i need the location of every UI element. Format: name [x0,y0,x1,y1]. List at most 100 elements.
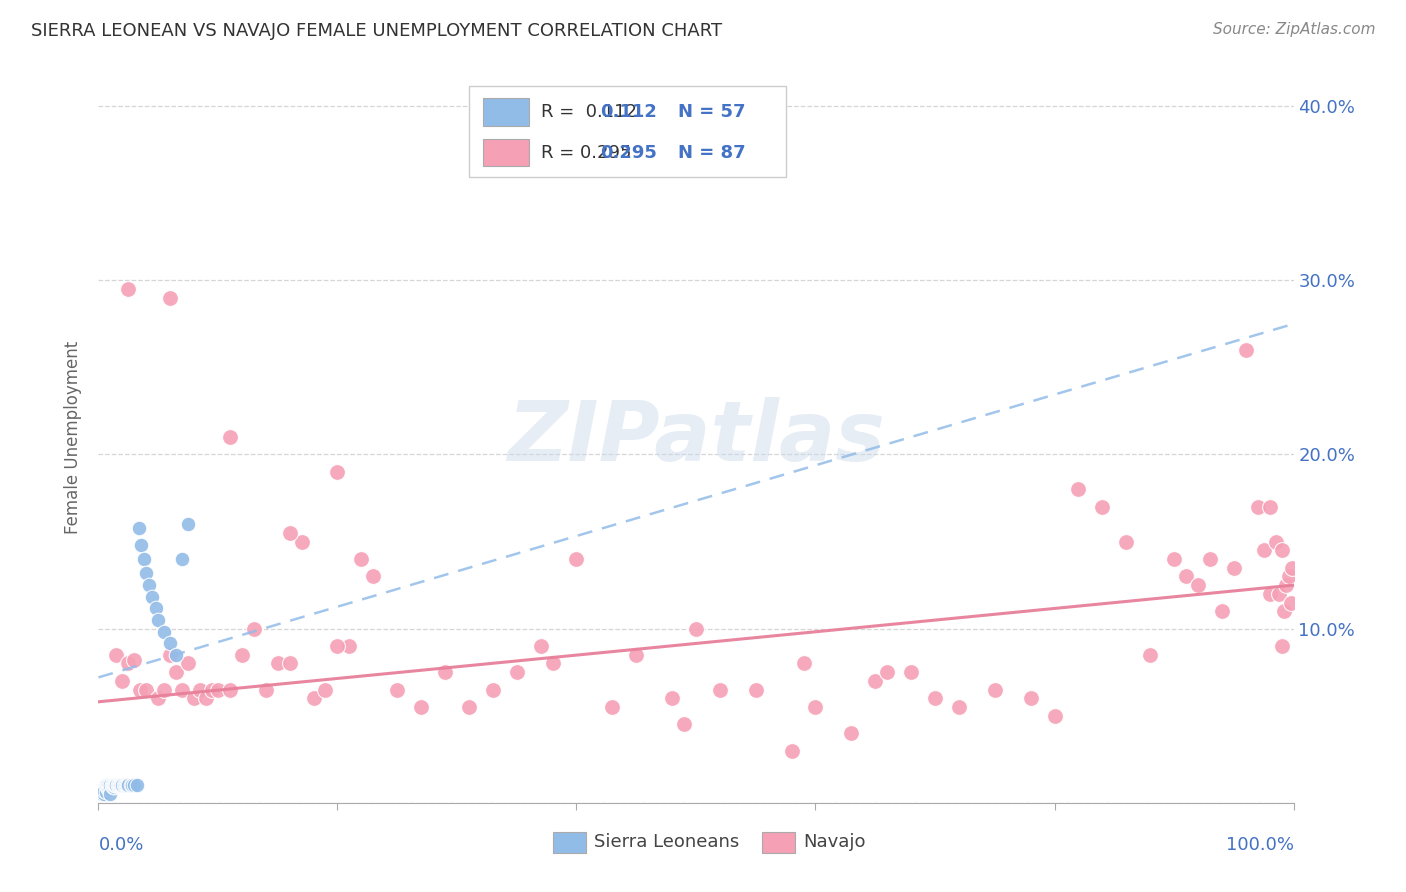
Point [1271,639,1294,653]
Point [278,657,301,671]
Point [876,665,898,680]
Point [685,622,707,636]
Point [117,282,139,296]
Point [1091,500,1114,514]
Point [177,657,200,671]
Point [661,691,683,706]
Point [145,600,167,615]
Point [98,781,121,796]
Point [602,700,624,714]
Text: N = 57: N = 57 [678,103,745,121]
Point [231,648,253,662]
Point [153,625,176,640]
Text: 0.112: 0.112 [600,103,657,121]
Point [1279,595,1302,609]
Point [278,525,301,540]
Y-axis label: Female Unemployment: Female Unemployment [65,341,83,533]
Point [172,682,194,697]
Point [94,778,117,792]
Text: 0.295: 0.295 [600,144,657,161]
Text: R = 0.295: R = 0.295 [541,144,631,161]
Point [434,665,457,680]
Point [350,552,373,566]
Point [188,682,211,697]
Point [111,778,134,792]
Point [506,665,529,680]
Point [98,781,122,796]
Point [1258,587,1281,601]
Text: Navajo: Navajo [804,833,866,851]
Point [131,538,153,552]
Point [120,778,142,792]
Point [159,291,181,305]
Point [107,778,129,792]
Point [865,673,887,688]
Point [1258,500,1281,514]
Point [132,552,155,566]
Text: 100.0%: 100.0% [1226,836,1294,854]
Point [1272,604,1295,618]
Point [1043,708,1066,723]
Point [159,648,181,662]
Point [207,682,229,697]
Point [98,787,122,801]
Point [124,778,146,792]
Point [91,787,114,801]
Point [1264,534,1286,549]
Point [1139,648,1161,662]
Point [411,700,433,714]
Point [1175,569,1198,583]
FancyBboxPatch shape [470,86,786,178]
Point [165,648,187,662]
Point [626,648,648,662]
Point [183,691,205,706]
Point [1234,343,1257,357]
Point [793,657,815,671]
Point [1019,691,1042,706]
Point [101,778,124,792]
Point [105,778,128,792]
Point [673,717,696,731]
Text: R =  0.112: R = 0.112 [541,103,637,121]
Point [339,639,361,653]
Point [148,613,170,627]
Point [804,700,827,714]
Point [117,778,139,792]
Point [103,780,125,794]
Point [104,778,127,792]
Point [111,673,134,688]
Point [90,787,112,801]
Point [98,778,121,792]
Point [97,778,120,792]
Point [1187,578,1209,592]
Point [135,566,157,580]
Point [107,778,129,792]
FancyBboxPatch shape [762,832,796,853]
Point [315,682,337,697]
Text: ZIPatlas: ZIPatlas [508,397,884,477]
Point [1115,534,1137,549]
Point [1163,552,1185,566]
Text: 0.0%: 0.0% [98,836,143,854]
Point [159,635,181,649]
Point [100,778,122,792]
Point [195,691,218,706]
Point [177,517,200,532]
Point [1268,587,1291,601]
Point [105,648,128,662]
Point [219,430,242,444]
Point [91,785,114,799]
Point [117,657,139,671]
Point [780,743,803,757]
Point [1275,578,1298,592]
Point [326,639,349,653]
Point [93,783,115,797]
Point [114,778,136,792]
Point [219,682,242,697]
Text: SIERRA LEONEAN VS NAVAJO FEMALE UNEMPLOYMENT CORRELATION CHART: SIERRA LEONEAN VS NAVAJO FEMALE UNEMPLOY… [31,22,723,40]
Point [96,778,118,792]
Point [110,778,132,792]
FancyBboxPatch shape [484,98,529,126]
Point [129,682,152,697]
Point [97,781,120,796]
